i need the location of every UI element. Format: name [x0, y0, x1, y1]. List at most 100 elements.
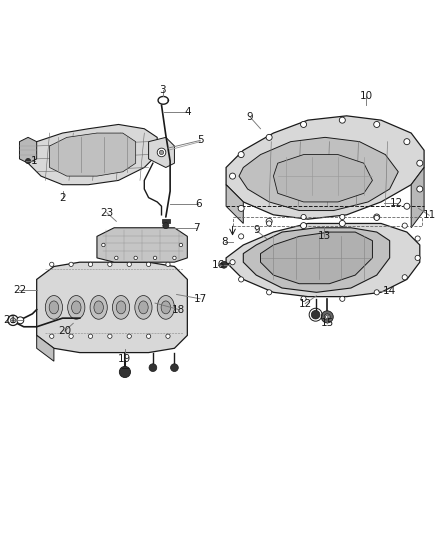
Ellipse shape — [49, 301, 59, 314]
Ellipse shape — [135, 296, 152, 319]
Ellipse shape — [45, 296, 63, 319]
Polygon shape — [261, 232, 372, 284]
Circle shape — [340, 296, 345, 301]
Circle shape — [88, 262, 93, 266]
Circle shape — [25, 158, 31, 164]
Text: 11: 11 — [423, 211, 436, 220]
Text: 10: 10 — [360, 91, 373, 101]
Circle shape — [69, 262, 73, 266]
Circle shape — [300, 122, 307, 127]
Circle shape — [8, 315, 18, 326]
Circle shape — [267, 221, 272, 226]
Ellipse shape — [71, 301, 81, 314]
Circle shape — [173, 256, 176, 260]
Text: 4: 4 — [184, 107, 191, 117]
Circle shape — [108, 262, 112, 266]
Circle shape — [134, 256, 138, 260]
Text: 6: 6 — [195, 199, 201, 209]
Circle shape — [325, 315, 329, 319]
Polygon shape — [148, 138, 174, 167]
Polygon shape — [411, 167, 424, 228]
Text: 13: 13 — [318, 231, 331, 241]
Text: 12: 12 — [390, 198, 403, 208]
Circle shape — [230, 173, 236, 179]
Text: 9: 9 — [247, 112, 253, 122]
Text: 22: 22 — [13, 285, 26, 295]
Circle shape — [119, 366, 131, 377]
Text: 21: 21 — [3, 316, 16, 325]
Polygon shape — [49, 133, 136, 176]
Text: 8: 8 — [222, 237, 228, 247]
Circle shape — [239, 277, 244, 282]
Ellipse shape — [117, 301, 126, 314]
Text: 12: 12 — [299, 298, 312, 309]
Text: 19: 19 — [118, 353, 131, 364]
Circle shape — [239, 234, 244, 239]
Circle shape — [166, 262, 170, 266]
Circle shape — [415, 255, 420, 261]
Circle shape — [339, 221, 345, 227]
Circle shape — [417, 186, 423, 192]
Circle shape — [339, 117, 345, 123]
Circle shape — [166, 334, 170, 338]
Circle shape — [301, 214, 306, 220]
Circle shape — [163, 223, 169, 229]
Polygon shape — [97, 228, 187, 262]
Ellipse shape — [68, 296, 85, 319]
Circle shape — [159, 150, 164, 155]
Polygon shape — [28, 124, 157, 185]
Circle shape — [49, 334, 54, 338]
Ellipse shape — [90, 296, 107, 319]
Text: 18: 18 — [172, 304, 185, 314]
Circle shape — [301, 296, 306, 301]
Circle shape — [88, 334, 93, 338]
Circle shape — [102, 243, 105, 247]
Circle shape — [157, 148, 166, 157]
Circle shape — [374, 290, 379, 295]
Text: 9: 9 — [253, 225, 260, 236]
Circle shape — [115, 256, 118, 260]
Circle shape — [321, 311, 333, 323]
Circle shape — [374, 214, 380, 220]
Text: 15: 15 — [321, 318, 334, 328]
Ellipse shape — [161, 301, 170, 314]
Circle shape — [149, 364, 157, 372]
Circle shape — [300, 223, 307, 229]
Polygon shape — [226, 223, 420, 297]
Circle shape — [17, 317, 24, 324]
Circle shape — [402, 274, 407, 280]
Circle shape — [230, 260, 235, 265]
Circle shape — [127, 334, 131, 338]
Circle shape — [69, 334, 73, 338]
Polygon shape — [239, 138, 398, 211]
Ellipse shape — [157, 296, 174, 319]
Circle shape — [238, 205, 244, 212]
Text: 23: 23 — [100, 208, 113, 217]
Polygon shape — [37, 262, 187, 353]
Circle shape — [238, 151, 244, 158]
Circle shape — [179, 243, 183, 247]
Circle shape — [127, 262, 131, 266]
Circle shape — [11, 318, 16, 323]
Text: 2: 2 — [59, 192, 66, 203]
Polygon shape — [19, 138, 37, 163]
Circle shape — [402, 223, 407, 228]
Ellipse shape — [94, 301, 103, 314]
Polygon shape — [226, 116, 424, 219]
Circle shape — [324, 314, 330, 320]
Circle shape — [146, 334, 151, 338]
Circle shape — [49, 262, 54, 266]
Circle shape — [415, 236, 420, 241]
Circle shape — [108, 334, 112, 338]
Polygon shape — [243, 228, 390, 292]
Polygon shape — [226, 185, 243, 223]
Polygon shape — [273, 155, 372, 202]
Text: 7: 7 — [193, 223, 199, 233]
Circle shape — [146, 262, 151, 266]
Circle shape — [220, 261, 227, 268]
Text: 3: 3 — [159, 85, 166, 94]
Circle shape — [417, 160, 423, 166]
Text: 5: 5 — [197, 135, 204, 146]
Circle shape — [266, 134, 272, 140]
Circle shape — [340, 214, 345, 220]
